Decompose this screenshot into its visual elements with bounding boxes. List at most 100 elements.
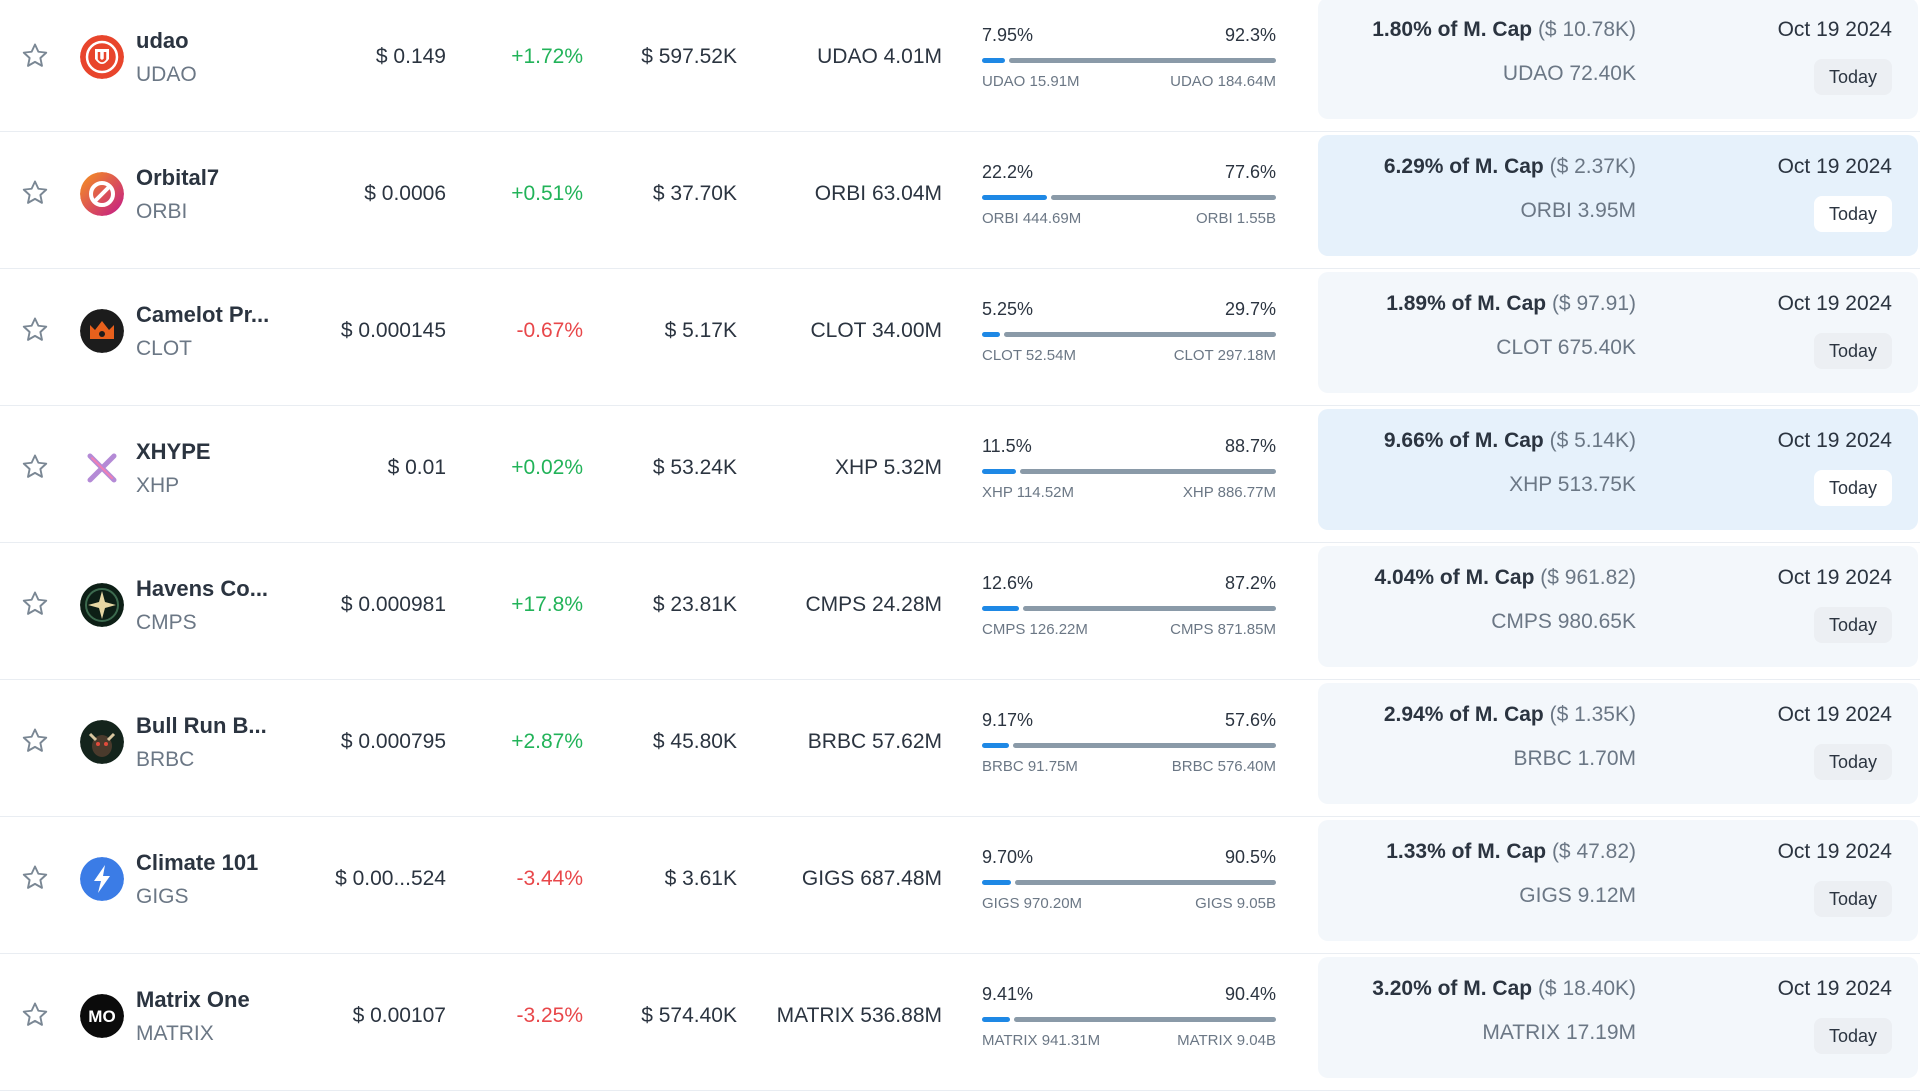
token-name[interactable]: udao [136,28,189,53]
token-symbol: BRBC [136,748,195,771]
lock-info-panel: 1.33% of M. Cap ($ 47.82) GIGS 9.12M Oct… [1318,820,1918,941]
today-button[interactable]: Today [1813,470,1892,506]
table-row[interactable]: XHYPE XHP $ 0.01 +0.02% $ 53.24K XHP 5.3… [0,406,1920,543]
camelot-logo [80,309,124,353]
progress-right-percent: 29.7% [1224,299,1276,319]
progress-left-amount: GIGS 970.20M [982,895,1083,912]
token-price: $ 0.00107 [352,1004,446,1027]
progress-bar-fill [982,1017,1010,1022]
liquidity-value: $ 5.17K [664,319,737,342]
table-row[interactable]: Climate 101 GIGS $ 0.00...524 -3.44% $ 3… [0,817,1920,954]
lock-date: Oct 19 2024 [1777,840,1892,863]
liquidity-value: $ 53.24K [652,456,737,479]
today-button[interactable]: Today [1813,744,1892,780]
token-price: $ 0.01 [387,456,446,479]
progress-right-percent: 90.5% [1224,847,1276,867]
favorite-star-icon[interactable] [20,863,50,893]
volume-value: CLOT 34.00M [810,319,942,342]
table-row[interactable]: udao UDAO $ 0.149 +1.72% $ 597.52K UDAO … [0,0,1920,132]
table-row[interactable]: Bull Run B... BRBC $ 0.000795 +2.87% $ 4… [0,680,1920,817]
volume-value: ORBI 63.04M [814,182,942,205]
mcap-share: 9.66% of M. Cap ($ 5.14K) [1384,429,1636,453]
token-name[interactable]: Bull Run B... [136,713,267,738]
volume-value: CMPS 24.28M [805,593,942,616]
lock-info-panel: 6.29% of M. Cap ($ 2.37K) ORBI 3.95M Oct… [1318,135,1918,256]
token-price: $ 0.00...524 [335,867,446,890]
progress-right-amount: MATRIX 9.04B [1177,1032,1276,1049]
lock-date: Oct 19 2024 [1777,18,1892,41]
today-button[interactable]: Today [1813,1018,1892,1054]
price-change: +1.72% [511,45,583,68]
progress-bar-fill [982,58,1005,63]
token-name[interactable]: XHYPE [136,439,211,464]
table-row[interactable]: Orbital7 ORBI $ 0.0006 +0.51% $ 37.70K O… [0,132,1920,269]
favorite-star-icon[interactable] [20,41,50,71]
volume-value: BRBC 57.62M [807,730,942,753]
progress-right-amount: CLOT 297.18M [1173,347,1276,364]
token-name[interactable]: Climate 101 [136,850,259,875]
favorite-star-icon[interactable] [20,589,50,619]
progress-bar [982,195,1276,200]
locked-amount: CLOT 675.40K [1496,336,1636,359]
favorite-star-icon[interactable] [20,452,50,482]
progress-bar-fill [982,743,1009,748]
mcap-share: 2.94% of M. Cap ($ 1.35K) [1384,703,1636,727]
progress-left-percent: 22.2% [982,162,1034,182]
mcap-label: of M. Cap [1451,292,1547,315]
mcap-value: ($ 2.37K) [1549,155,1636,178]
today-button[interactable]: Today [1813,196,1892,232]
volume-value: XHP 5.32M [835,456,942,479]
price-change: +2.87% [511,730,583,753]
progress-bar [982,1017,1276,1022]
table-row[interactable]: MO Matrix One MATRIX $ 0.00107 -3.25% $ … [0,954,1920,1091]
progress-left-percent: 9.41% [982,984,1034,1004]
token-symbol: CLOT [136,337,193,360]
favorite-star-icon[interactable] [20,726,50,756]
progress-right-amount: CMPS 871.85M [1170,621,1276,638]
locked-amount: GIGS 9.12M [1519,884,1636,907]
progress-left-amount: UDAO 15.91M [982,73,1080,90]
liquidity-value: $ 3.61K [664,867,737,890]
progress-right-percent: 90.4% [1224,984,1276,1004]
favorite-star-icon[interactable] [20,315,50,345]
matrix-logo: MO [80,994,124,1038]
progress-bar-rest [1020,469,1276,474]
mcap-percent: 6.29% [1383,155,1444,178]
progress-right-amount: BRBC 576.40M [1171,758,1276,775]
token-name[interactable]: Camelot Pr... [136,302,270,327]
price-change: +0.51% [511,182,583,205]
token-name[interactable]: Havens Co... [136,576,269,601]
progress-right-amount: UDAO 184.64M [1170,73,1276,90]
mcap-percent: 1.80% [1372,18,1432,41]
bullrun-logo [80,720,124,764]
mcap-percent: 1.89% [1386,292,1446,315]
lock-date: Oct 19 2024 [1777,429,1892,452]
progress-right-percent: 88.7% [1224,436,1276,456]
token-price: $ 0.000145 [340,319,446,342]
climate-logo [80,857,124,901]
token-name[interactable]: Matrix One [136,987,250,1012]
favorite-star-icon[interactable] [20,1000,50,1030]
table-row[interactable]: Havens Co... CMPS $ 0.000981 +17.8% $ 23… [0,543,1920,680]
today-button[interactable]: Today [1813,881,1892,917]
mcap-value: ($ 18.40K) [1537,977,1636,1000]
today-button[interactable]: Today [1813,333,1892,369]
progress-right-percent: 77.6% [1224,162,1276,182]
today-button[interactable]: Today [1813,59,1892,95]
locked-amount: UDAO 72.40K [1502,62,1636,85]
token-name[interactable]: Orbital7 [136,165,220,190]
favorite-star-icon[interactable] [20,178,50,208]
table-row[interactable]: Camelot Pr... CLOT $ 0.000145 -0.67% $ 5… [0,269,1920,406]
progress-bar [982,880,1276,885]
lock-date: Oct 19 2024 [1777,977,1892,1000]
progress-left-amount: CMPS 126.22M [982,621,1088,638]
lock-date: Oct 19 2024 [1777,155,1892,178]
progress-right-percent: 92.3% [1224,25,1276,45]
volume-value: GIGS 687.48M [801,867,942,890]
progress-bar-fill [982,332,1000,337]
progress-bar [982,606,1276,611]
locked-amount: BRBC 1.70M [1513,747,1636,770]
orbital7-logo [80,172,124,216]
today-button[interactable]: Today [1813,607,1892,643]
progress-left-percent: 9.70% [982,847,1034,867]
